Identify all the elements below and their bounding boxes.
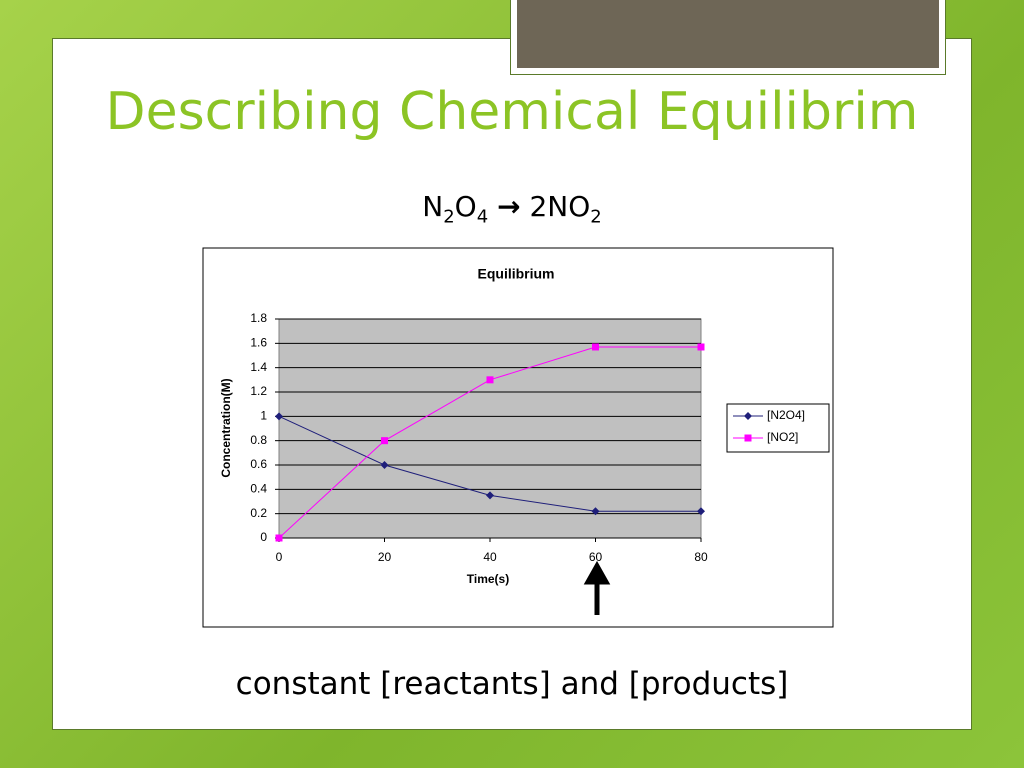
data-point bbox=[380, 461, 389, 469]
x-tick-label: 20 bbox=[378, 550, 392, 564]
x-tick-label: 60 bbox=[589, 550, 603, 564]
y-tick-label: 1.6 bbox=[250, 336, 267, 350]
legend bbox=[726, 403, 830, 453]
y-axis-label: Concentration(M) bbox=[219, 378, 233, 477]
data-point bbox=[697, 343, 705, 351]
equation: N2O4 → 2NO2 bbox=[52, 190, 972, 228]
legend-marker bbox=[744, 434, 752, 442]
legend-label: [N2O4] bbox=[767, 408, 805, 422]
x-tick-label: 0 bbox=[276, 550, 283, 564]
eq-sub: 2 bbox=[443, 206, 455, 228]
arrow bbox=[583, 560, 611, 615]
y-tick-label: 0.2 bbox=[250, 506, 267, 520]
eq-part: 2NO bbox=[529, 190, 591, 223]
x-tick-label: 80 bbox=[694, 550, 708, 564]
data-point bbox=[592, 343, 599, 351]
legend-marker bbox=[744, 412, 752, 420]
y-tick-label: 0.8 bbox=[250, 433, 267, 447]
data-point bbox=[275, 412, 283, 421]
y-tick-label: 1.4 bbox=[250, 360, 267, 374]
x-tick-label: 40 bbox=[483, 550, 497, 564]
y-tick-label: 1 bbox=[260, 409, 267, 423]
eq-sub: 2 bbox=[590, 206, 602, 228]
legend-label: [NO2] bbox=[767, 430, 798, 444]
data-point bbox=[486, 491, 494, 500]
eq-sub: 4 bbox=[476, 206, 489, 228]
slide-title: Describing Chemical Equilibrim bbox=[105, 82, 919, 142]
y-tick-label: 1.2 bbox=[250, 384, 267, 398]
caption: constant [reactants] and [products] bbox=[235, 666, 789, 702]
plot-area bbox=[278, 318, 702, 539]
data-point bbox=[381, 437, 388, 445]
eq-part: O bbox=[454, 190, 477, 223]
decoration-fill bbox=[517, 0, 939, 68]
chart-title: Equilibrium bbox=[478, 266, 555, 282]
data-point bbox=[591, 507, 600, 516]
eq-part: N bbox=[422, 190, 444, 223]
y-tick-label: 0.4 bbox=[250, 482, 267, 496]
eq-arrow: → bbox=[497, 190, 521, 223]
data-point bbox=[697, 507, 705, 516]
y-tick-label: 0.6 bbox=[250, 457, 267, 471]
data-point bbox=[486, 376, 494, 384]
x-axis-label: Time(s) bbox=[467, 572, 509, 586]
data-point bbox=[275, 534, 283, 542]
y-tick-label: 0 bbox=[260, 530, 267, 544]
y-tick-label: 1.8 bbox=[250, 311, 267, 325]
decoration bbox=[510, 0, 946, 75]
